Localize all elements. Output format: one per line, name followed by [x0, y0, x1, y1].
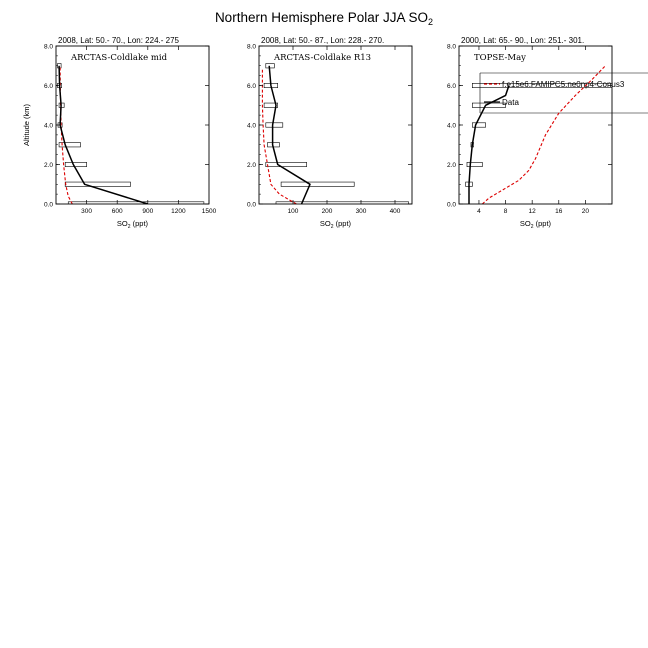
obs-range-box [472, 83, 612, 89]
figure-title-subscript: 2 [428, 17, 433, 27]
x-axis-label-main: SO [320, 219, 331, 228]
model-profile-line [481, 65, 606, 204]
y-tick-label: 0.0 [44, 201, 53, 208]
x-tick-label: 100 [288, 208, 299, 215]
data-profile-line [268, 65, 311, 204]
panel-subtitle: 2000, Lat: 65.- 90., Lon: 251.- 301. [461, 36, 584, 45]
campaign-label: ARCTAS-Coldlake R13 [273, 53, 371, 63]
x-axis-label-subscript: 2 [531, 224, 534, 230]
obs-range-box [472, 122, 486, 128]
obs-boxes [263, 63, 409, 204]
y-tick-label: 4.0 [247, 122, 256, 129]
obs-range-box [280, 181, 355, 187]
series-lines [261, 65, 311, 204]
model-profile-line [261, 69, 297, 204]
obs-range-box [64, 162, 87, 168]
chart-panel-2: 2008, Lat: 50.- 87., Lon: 228.- 270. 0.0 2… [247, 36, 413, 230]
obs-range-box [265, 122, 284, 128]
y-tick-label: 6.0 [247, 83, 256, 90]
x-axis-label-main: SO [520, 219, 531, 228]
x-tick-label: 1200 [171, 208, 186, 215]
x-tick-label: 4 [477, 208, 481, 215]
y-tick-label: 0.0 [247, 201, 256, 208]
y-tick-label: 4.0 [44, 122, 53, 129]
obs-range-box [466, 162, 483, 168]
y-tick-label: 8.0 [247, 43, 256, 50]
x-axis-label: SO2 (ppt) [520, 219, 552, 230]
obs-range-box [275, 201, 409, 204]
x-axis-label: SO2 (ppt) [117, 219, 149, 230]
data-profile-line [468, 85, 510, 204]
y-tick-label: 2.0 [247, 162, 256, 169]
obs-range-box [67, 201, 205, 204]
legend-label-1: f.e15e6.FAMIPC5.ne0np4-Conus3 [502, 80, 625, 89]
obs-boxes [57, 63, 205, 204]
x-tick-label: 12 [529, 208, 537, 215]
x-axis-label: SO2 (ppt) [320, 219, 352, 230]
obs-range-box [58, 142, 81, 148]
x-tick-label: 20 [582, 208, 590, 215]
series-lines [468, 65, 606, 204]
x-axis-label-unit: (ppt) [131, 219, 149, 228]
plot-frame [458, 45, 613, 205]
model-profile-line [59, 65, 73, 204]
x-tick-label: 8 [504, 208, 508, 215]
x-axis-label-unit: (ppt) [534, 219, 552, 228]
y-tick-label: 2.0 [44, 162, 53, 169]
y-tick-label: 4.0 [447, 122, 456, 129]
x-tick-label: 300 [356, 208, 367, 215]
obs-boxes [465, 83, 612, 187]
x-tick-label: 1500 [202, 208, 217, 215]
x-axis-label-unit: (ppt) [334, 219, 352, 228]
plot-frame [258, 45, 413, 205]
y-tick-label: 6.0 [447, 83, 456, 90]
panel-subtitle: 2008, Lat: 50.- 87., Lon: 228.- 270. [261, 36, 384, 45]
obs-range-box [64, 181, 131, 187]
y-tick-label: 0.0 [447, 201, 456, 208]
legend-label-2: Data [502, 98, 519, 107]
x-tick-label: 200 [322, 208, 333, 215]
campaign-label: TOPSE-May [474, 53, 526, 63]
chart-panel-1: 2008, Lat: 50.- 70., Lon: 224.- 275 0.0 2.… [22, 36, 217, 230]
x-tick-label: 900 [142, 208, 153, 215]
plot-frame [55, 45, 210, 205]
chart-panel-3: 2000, Lat: 65.- 90., Lon: 251.- 301. f.e1… [447, 36, 648, 230]
y-tick-label: 2.0 [447, 162, 456, 169]
series-lines [58, 65, 149, 204]
figure-title: Northern Hemisphere Polar JJA SO2 [215, 10, 433, 27]
y-axis-label: Altitude (km) [22, 103, 31, 146]
obs-range-box [265, 162, 307, 168]
y-tick-label: 6.0 [44, 83, 53, 90]
x-tick-label: 16 [555, 208, 563, 215]
x-axis-label-subscript: 2 [128, 224, 131, 230]
x-tick-label: 600 [112, 208, 123, 215]
x-axis-label-subscript: 2 [331, 224, 334, 230]
x-tick-label: 300 [81, 208, 92, 215]
y-tick-label: 8.0 [447, 43, 456, 50]
x-tick-label: 400 [390, 208, 401, 215]
panel-subtitle: 2008, Lat: 50.- 70., Lon: 224.- 275 [58, 36, 180, 45]
y-tick-label: 8.0 [44, 43, 53, 50]
data-profile-line [58, 65, 149, 204]
campaign-label: ARCTAS-Coldlake mid [70, 53, 168, 63]
figure-title-main: Northern Hemisphere Polar JJA SO [215, 10, 428, 25]
obs-range-box [263, 102, 279, 108]
x-axis-label-main: SO [117, 219, 128, 228]
